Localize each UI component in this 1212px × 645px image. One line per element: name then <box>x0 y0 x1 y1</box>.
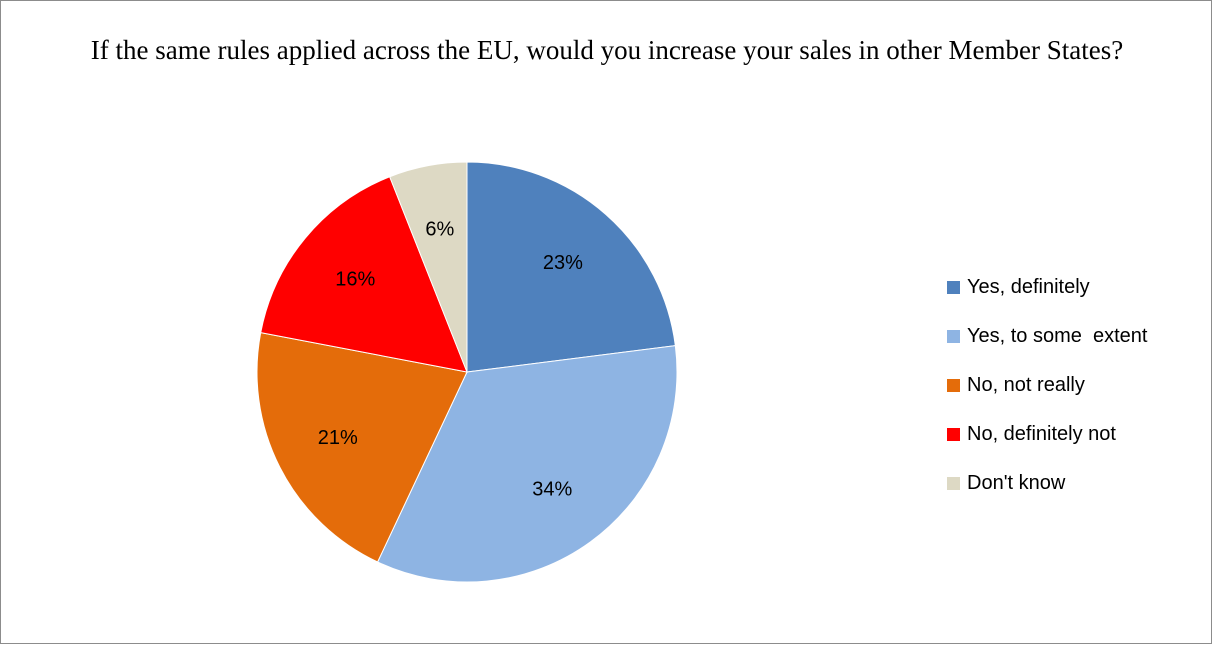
legend-swatch <box>947 428 960 441</box>
legend-label: Yes, to some extent <box>967 325 1148 347</box>
data-label-no-definitely-not: 16% <box>335 269 375 291</box>
legend: Yes, definitely Yes, to some extent No, … <box>947 263 1147 508</box>
data-label-don-t-know: 6% <box>425 219 454 241</box>
data-label-yes-to-some-extent: 34% <box>532 478 572 500</box>
legend-swatch <box>947 281 960 294</box>
legend-item-dont-know: Don't know <box>947 459 1147 508</box>
legend-item-no-not-really: No, not really <box>947 361 1147 410</box>
legend-swatch <box>947 330 960 343</box>
legend-label: Yes, definitely <box>967 276 1090 298</box>
legend-label: Don't know <box>967 472 1066 494</box>
legend-label: No, not really <box>967 374 1085 396</box>
data-label-no-not-really: 21% <box>318 427 358 449</box>
legend-swatch <box>947 379 960 392</box>
data-label-yes-definitely: 23% <box>543 252 583 274</box>
pie-slice-no-definitely-not <box>260 176 468 373</box>
legend-item-yes-definitely: Yes, definitely <box>947 263 1147 312</box>
pie-slice-yes-definitely <box>466 161 676 373</box>
pie-slice-don-t-know <box>389 161 468 373</box>
pie-slice-no-not-really <box>256 332 468 563</box>
legend-item-yes-to-some-extent: Yes, to some extent <box>947 312 1147 361</box>
legend-label: No, definitely not <box>967 423 1116 445</box>
chart-title: If the same rules applied across the EU,… <box>90 35 1124 65</box>
pie-slice-yes-to-some-extent <box>376 345 678 583</box>
legend-item-no-definitely-not: No, definitely not <box>947 410 1147 459</box>
legend-swatch <box>947 477 960 490</box>
